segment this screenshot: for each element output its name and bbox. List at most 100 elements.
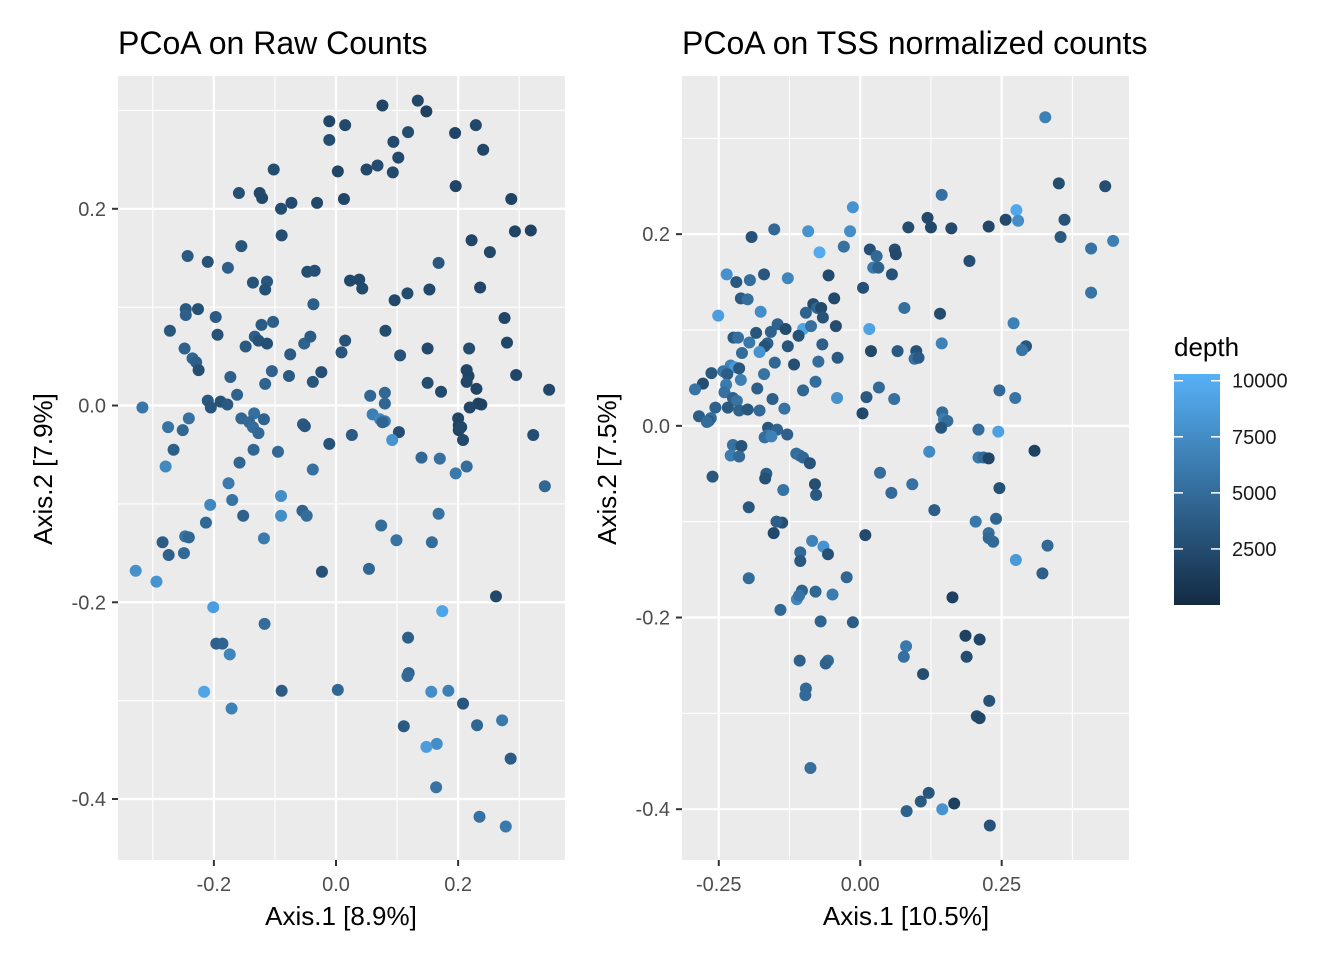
data-point <box>891 345 904 358</box>
y-tick-label: 0.2 <box>642 224 670 246</box>
data-point <box>527 429 540 442</box>
data-point <box>983 819 996 832</box>
data-point <box>335 346 348 359</box>
data-point <box>934 307 947 320</box>
data-point <box>758 268 771 281</box>
data-point <box>247 443 260 456</box>
data-point <box>689 383 702 396</box>
data-point <box>344 274 357 287</box>
data-point <box>781 340 794 353</box>
data-point <box>275 229 288 242</box>
data-point <box>237 509 250 522</box>
data-point <box>500 336 513 349</box>
data-point <box>999 213 1012 226</box>
data-point <box>917 668 930 681</box>
data-point <box>307 298 320 311</box>
data-point <box>379 324 392 337</box>
data-point <box>829 320 842 333</box>
data-point <box>885 486 898 499</box>
data-point <box>898 301 911 314</box>
data-point <box>510 369 523 382</box>
data-point <box>211 328 224 341</box>
data-point <box>741 403 754 416</box>
data-point <box>499 820 512 833</box>
data-point <box>216 637 229 650</box>
data-point <box>331 683 344 696</box>
legend-colorbar <box>1174 374 1220 605</box>
data-point <box>275 684 288 697</box>
x-axis-title-tss: Axis.1 [10.5%] <box>823 901 989 931</box>
data-point <box>267 315 280 328</box>
data-point <box>430 737 443 750</box>
legend-ticks: 10000 7500 5000 2500 <box>1174 371 1288 561</box>
data-point <box>378 386 391 399</box>
data-point <box>765 430 778 443</box>
data-point <box>816 338 829 351</box>
data-point <box>387 135 400 148</box>
data-point <box>982 452 995 465</box>
data-point <box>924 221 937 234</box>
data-point <box>275 509 288 522</box>
data-point <box>1009 554 1022 567</box>
data-point <box>734 373 747 386</box>
data-point <box>221 398 234 411</box>
data-point <box>449 180 462 193</box>
data-point <box>323 133 336 146</box>
data-point <box>973 712 986 725</box>
data-point <box>793 654 806 667</box>
data-point <box>163 324 176 337</box>
data-point <box>770 515 783 528</box>
data-point <box>1009 392 1022 405</box>
data-point <box>712 309 725 322</box>
data-point <box>815 301 828 314</box>
data-point <box>239 340 252 353</box>
data-point <box>1012 214 1025 227</box>
data-point <box>705 367 718 380</box>
data-point <box>258 617 271 630</box>
data-point <box>259 283 272 296</box>
data-point <box>885 268 898 281</box>
data-point <box>846 201 859 214</box>
data-point <box>872 381 885 394</box>
data-point <box>914 795 927 808</box>
data-point <box>436 605 449 618</box>
data-point <box>285 196 298 209</box>
data-point <box>766 392 779 405</box>
data-point <box>963 254 976 267</box>
data-point <box>339 119 352 132</box>
data-point <box>721 401 734 414</box>
data-point <box>225 702 238 715</box>
data-point <box>221 261 234 274</box>
data-point <box>204 401 217 414</box>
data-point <box>778 402 791 415</box>
data-point <box>721 368 734 381</box>
data-point <box>306 375 319 388</box>
data-point <box>872 261 885 274</box>
data-point <box>435 385 448 398</box>
data-point <box>265 365 278 378</box>
data-point <box>498 311 511 324</box>
data-point <box>401 287 414 300</box>
data-point <box>315 565 328 578</box>
y-tick-label: -0.2 <box>636 608 670 630</box>
data-point <box>870 250 883 263</box>
data-point <box>840 571 853 584</box>
data-point <box>376 99 389 112</box>
data-point <box>257 413 270 426</box>
data-point <box>360 163 373 176</box>
data-point <box>1107 234 1120 247</box>
data-point <box>201 255 214 268</box>
data-point <box>864 345 877 358</box>
data-point <box>421 342 434 355</box>
data-point <box>442 684 455 697</box>
data-point <box>754 305 767 318</box>
data-point <box>709 401 722 414</box>
data-point <box>993 384 1006 397</box>
data-point <box>733 362 746 375</box>
data-point <box>252 427 265 440</box>
data-point <box>992 425 1005 438</box>
data-point <box>156 536 169 549</box>
legend-label: 10000 <box>1232 371 1288 393</box>
data-point <box>430 781 443 794</box>
